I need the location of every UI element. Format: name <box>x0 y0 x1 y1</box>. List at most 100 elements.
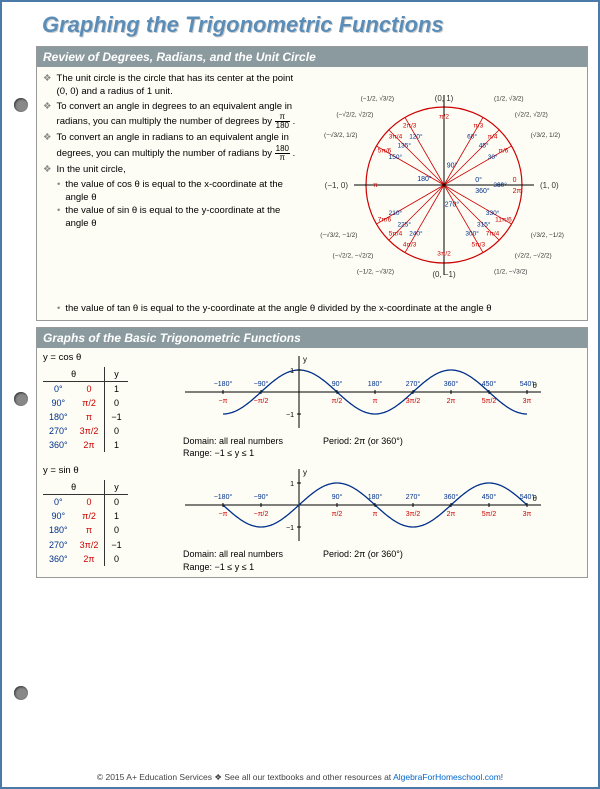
svg-text:−π: −π <box>219 398 228 405</box>
svg-text:5π/3: 5π/3 <box>472 241 486 248</box>
svg-text:3π: 3π <box>523 398 532 405</box>
bullet-icon: ❖ <box>43 132 52 162</box>
bullet-text: To convert an angle in degrees to an equ… <box>57 101 302 131</box>
svg-text:(−√3/2, −1/2): (−√3/2, −1/2) <box>320 231 357 239</box>
svg-text:−1: −1 <box>286 412 294 419</box>
svg-text:7π/4: 7π/4 <box>486 231 500 238</box>
svg-text:360°: 360° <box>494 181 508 189</box>
bullet-text: To convert an angle in radians to an equ… <box>57 132 302 162</box>
footer-link[interactable]: AlgebraForHomeschool.com <box>393 772 501 782</box>
svg-text:(0, −1): (0, −1) <box>432 270 456 279</box>
svg-text:−90°: −90° <box>254 493 269 501</box>
svg-text:(1/2, √3/2): (1/2, √3/2) <box>494 94 524 102</box>
svg-text:5π/4: 5π/4 <box>389 231 403 238</box>
svg-text:−π/2: −π/2 <box>254 511 269 518</box>
bullet-icon: • <box>57 205 60 231</box>
svg-text:3π/2: 3π/2 <box>437 251 451 258</box>
svg-text:5π/2: 5π/2 <box>482 398 497 405</box>
svg-text:y: y <box>303 468 307 477</box>
svg-text:3π/4: 3π/4 <box>389 133 403 140</box>
binder-hole <box>14 98 28 112</box>
svg-text:(1/2, −√3/2): (1/2, −√3/2) <box>494 268 527 276</box>
period-text: Period: 2π (or 360°) <box>323 436 403 446</box>
svg-text:π/6: π/6 <box>499 148 509 155</box>
svg-text:3π/2: 3π/2 <box>406 398 421 405</box>
svg-text:90°: 90° <box>332 380 343 388</box>
svg-text:(√2/2, −√2/2): (√2/2, −√2/2) <box>515 252 552 260</box>
svg-text:(−1/2, −√3/2): (−1/2, −√3/2) <box>357 268 394 276</box>
svg-text:225°: 225° <box>398 221 412 229</box>
section-body: ❖The unit circle is the circle that has … <box>37 67 587 320</box>
svg-text:2π/3: 2π/3 <box>403 123 417 130</box>
svg-text:270°: 270° <box>445 201 460 209</box>
bullet-text: The unit circle is the circle that has i… <box>57 73 302 99</box>
sub-bullet: the value of cos θ is equal to the x-coo… <box>65 179 301 205</box>
bullet-icon: ❖ <box>43 73 52 99</box>
svg-text:450°: 450° <box>482 380 497 388</box>
svg-text:−1: −1 <box>286 525 294 532</box>
cos-table: θy0°0190°π/20180°π−1270°3π/20360°2π1 <box>43 367 128 453</box>
svg-text:5π/6: 5π/6 <box>378 148 392 155</box>
section-header: Graphs of the Basic Trigonometric Functi… <box>37 328 587 348</box>
unit-circle-diagram: 0°30°π/645°π/460°π/390°π/2120°2π/3135°3π… <box>307 71 581 303</box>
svg-text:180°: 180° <box>417 175 432 183</box>
section-header: Review of Degrees, Radians, and the Unit… <box>37 47 587 67</box>
svg-text:−π/2: −π/2 <box>254 398 269 405</box>
svg-text:360°: 360° <box>444 380 459 388</box>
period-text: Period: 2π (or 360°) <box>323 549 403 559</box>
svg-text:y: y <box>303 355 307 364</box>
section-unit-circle: Review of Degrees, Radians, and the Unit… <box>36 46 588 321</box>
svg-text:2π: 2π <box>447 398 456 405</box>
svg-text:5π/2: 5π/2 <box>482 511 497 518</box>
svg-text:90°: 90° <box>447 162 458 170</box>
svg-text:(−√2/2, −√2/2): (−√2/2, −√2/2) <box>333 252 374 260</box>
svg-text:−π: −π <box>219 511 228 518</box>
range-text: Range: −1 ≤ y ≤ 1 <box>183 447 581 459</box>
bullet-icon: ❖ <box>43 101 52 131</box>
svg-text:3π/2: 3π/2 <box>406 511 421 518</box>
domain-text: Domain: all real numbers <box>183 549 283 559</box>
svg-text:180°: 180° <box>368 380 383 388</box>
svg-text:360°: 360° <box>475 187 490 195</box>
sub-bullet: the value of sin θ is equal to the y-coo… <box>65 205 301 231</box>
binder-hole <box>14 686 28 700</box>
svg-text:300°: 300° <box>465 230 479 238</box>
svg-text:π: π <box>373 398 378 405</box>
svg-text:(√3/2, 1/2): (√3/2, 1/2) <box>531 131 561 139</box>
svg-text:135°: 135° <box>398 141 412 149</box>
svg-text:(−√3/2, 1/2): (−√3/2, 1/2) <box>324 131 357 139</box>
function-label: y = cos θ <box>43 352 173 365</box>
svg-text:θ: θ <box>533 381 538 390</box>
sin-table: θy0°0090°π/21180°π0270°3π/2−1360°2π0 <box>43 480 128 566</box>
sin-row: y = sin θ θy0°0090°π/21180°π0270°3π/2−13… <box>43 465 581 572</box>
svg-text:0°: 0° <box>475 176 482 184</box>
section-body: y = cos θ θy0°0190°π/20180°π−1270°3π/203… <box>37 348 587 577</box>
bullet-icon: • <box>57 179 60 205</box>
bullet-icon: • <box>57 303 60 316</box>
svg-text:45°: 45° <box>479 141 489 149</box>
svg-text:11π/6: 11π/6 <box>495 216 512 223</box>
svg-text:450°: 450° <box>482 493 497 501</box>
domain-text: Domain: all real numbers <box>183 436 283 446</box>
svg-text:(√3/2, −1/2): (√3/2, −1/2) <box>531 231 564 239</box>
svg-text:2π: 2π <box>447 511 456 518</box>
svg-text:4π/3: 4π/3 <box>403 241 417 248</box>
range-text: Range: −1 ≤ y ≤ 1 <box>183 561 581 573</box>
svg-text:π: π <box>373 511 378 518</box>
bullet-icon: ❖ <box>43 164 52 177</box>
svg-text:π/3: π/3 <box>473 123 483 130</box>
svg-text:π/2: π/2 <box>332 511 343 518</box>
svg-text:π/2: π/2 <box>332 398 343 405</box>
svg-text:0: 0 <box>513 177 517 184</box>
svg-text:180°: 180° <box>368 493 383 501</box>
svg-text:3π: 3π <box>523 511 532 518</box>
section-graphs: Graphs of the Basic Trigonometric Functi… <box>36 327 588 578</box>
svg-text:(−1/2, √3/2): (−1/2, √3/2) <box>361 94 394 102</box>
svg-text:90°: 90° <box>332 493 343 501</box>
svg-text:2π: 2π <box>513 188 522 195</box>
svg-text:π/2: π/2 <box>439 113 449 120</box>
svg-text:(−1, 0): (−1, 0) <box>325 181 349 190</box>
sin-graph: y−180°−π−90°−π/290°π/2180°π270°3π/2360°2… <box>183 465 543 545</box>
svg-text:315°: 315° <box>477 221 491 229</box>
svg-text:270°: 270° <box>406 380 421 388</box>
